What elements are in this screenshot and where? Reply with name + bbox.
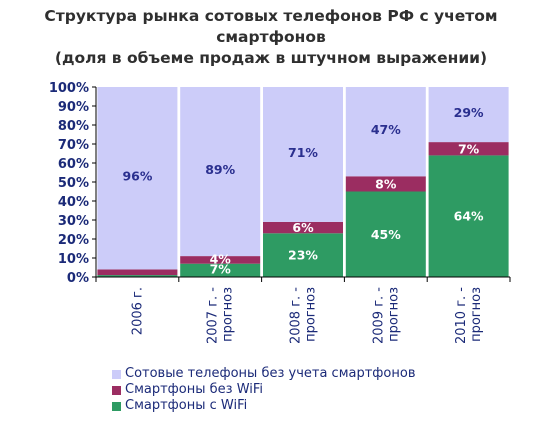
data-label-smart_wifi-4: 64% [454,209,484,224]
legend-item-smart_no_wifi: Смартфоны без WiFi [112,382,416,398]
x-tick-label-text-0: 2006 г. [130,287,145,335]
bar-segment-regular-3 [345,87,426,177]
y-tick-label-7: 70% [58,138,89,153]
x-tick-label-4: 2010 г. -прогноз [454,287,484,344]
x-tick-label-line-4-0: 2010 г. - [454,287,469,344]
y-tick-label-8: 80% [58,119,89,134]
bar-segment-regular-0 [97,87,178,270]
legend-item-smart_wifi: Смартфоны с WiFi [112,398,416,414]
legend-item-regular: Сотовые телефоны без учета смартфонов [112,366,416,382]
x-tick-label-line-1-0: 2007 г. - [206,287,221,344]
data-label-smart_wifi-3: 45% [371,227,401,242]
legend-swatch-smart_wifi [112,401,121,411]
data-label-smart_no_wifi-4: 7% [458,141,480,156]
data-label-smart_no_wifi-1: 4% [210,251,232,266]
bar-segment-smart_no_wifi-4 [428,142,509,156]
bar-segment-smart_wifi-3 [345,191,426,277]
legend-swatch-smart_no_wifi [112,385,121,395]
data-label-regular-3: 47% [371,122,401,137]
legend-label-smart_no_wifi: Смартфоны без WiFi [125,382,264,397]
y-tick-label-0: 0% [67,271,89,286]
x-tick-label-3: 2009 г. -прогноз [371,287,401,344]
bar-segment-smart_wifi-0 [97,275,178,277]
x-tick-label-text-2: 2008 г. -прогноз [289,287,319,344]
bar-segment-smart_no_wifi-1 [180,256,261,264]
bar-segment-smart_no_wifi-0 [97,269,178,276]
bar-segment-smart_wifi-1 [180,263,261,277]
y-tick-label-1: 10% [58,252,89,267]
data-label-regular-0: 96% [122,169,152,184]
chart-title: Структура рынка сотовых телефонов РФ с у… [0,6,542,69]
x-tick-label-line-3-0: 2009 г. - [371,287,386,344]
bar-segment-smart_wifi-4 [428,155,509,277]
x-tick-label-line-4-1: прогноз [469,287,484,342]
x-tick-label-line-0-0: 2006 г. [130,287,145,335]
chart-title-line1: Структура рынка сотовых телефонов РФ с у… [44,7,498,46]
legend-label-smart_wifi: Смартфоны с WiFi [125,398,248,413]
legend-swatch-regular [112,369,121,379]
legend-label-regular: Сотовые телефоны без учета смартфонов [125,366,416,381]
bar-segment-smart_no_wifi-2 [263,221,343,234]
x-tick-label-text-4: 2010 г. -прогноз [454,287,484,344]
bar-segment-regular-1 [180,87,261,257]
chart-legend: Сотовые телефоны без учета смартфонов Сма… [112,366,416,414]
y-tick-label-4: 40% [58,195,89,210]
y-tick-label-6: 60% [58,157,89,172]
bar-segment-regular-4 [428,87,509,143]
data-label-regular-4: 29% [454,105,484,120]
bar-segment-regular-2 [263,87,343,222]
y-tick-label-5: 50% [58,176,89,191]
bar-segment-smart_wifi-2 [263,233,343,277]
x-tick-label-text-1: 2007 г. -прогноз [206,287,236,344]
y-tick-label-3: 30% [58,214,89,229]
data-label-smart_wifi-2: 23% [288,248,318,263]
x-tick-label-line-2-1: прогноз [304,287,319,342]
data-label-smart_wifi-1: 7% [210,262,232,277]
x-tick-label-0: 2006 г. [130,287,145,335]
data-label-smart_no_wifi-2: 6% [292,220,314,235]
y-tick-label-2: 20% [58,233,89,248]
chart-title-line2: (доля в объеме продаж в штучном выражени… [54,49,488,67]
y-tick-label-9: 90% [58,100,89,115]
y-tick-label-10: 100% [49,81,89,96]
data-label-regular-1: 89% [205,162,235,177]
x-tick-label-line-3-1: прогноз [386,287,401,342]
x-tick-label-1: 2007 г. -прогноз [206,287,236,344]
x-tick-label-line-1-1: прогноз [221,287,236,342]
x-tick-label-line-2-0: 2008 г. - [289,287,304,344]
x-tick-label-2: 2008 г. -прогноз [289,287,319,344]
data-label-smart_no_wifi-3: 8% [375,176,397,191]
x-tick-label-text-3: 2009 г. -прогноз [371,287,401,344]
bar-segment-smart_no_wifi-3 [345,176,426,192]
data-label-regular-2: 71% [288,145,318,160]
